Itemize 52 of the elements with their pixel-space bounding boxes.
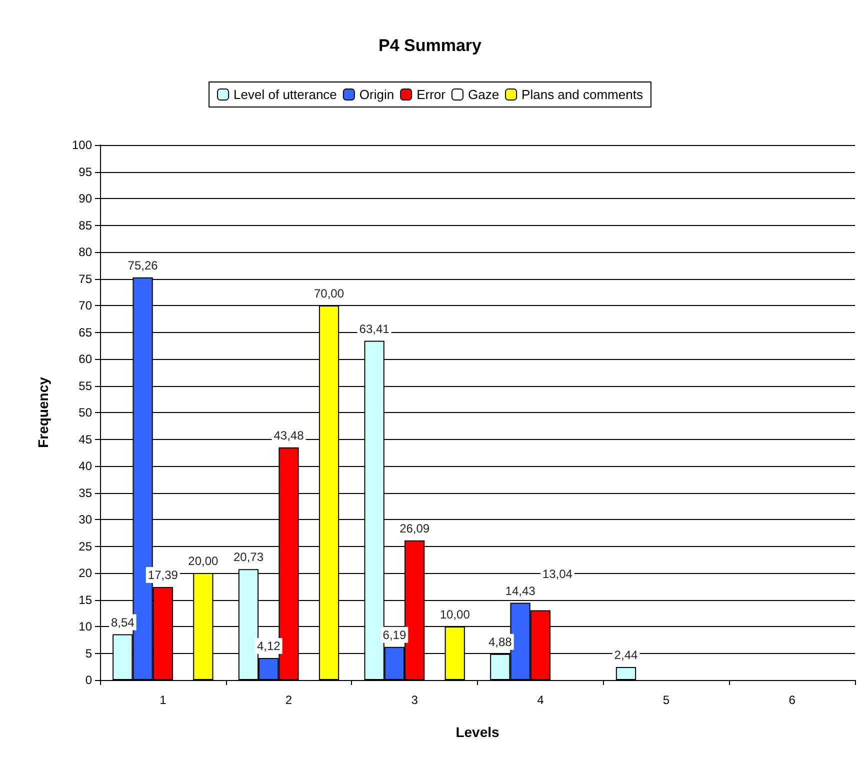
data-label: 63,41 <box>359 322 390 336</box>
y-tick-label: 80 <box>78 245 92 259</box>
data-label: 4,12 <box>256 638 281 653</box>
data-label: 20,00 <box>188 554 219 568</box>
y-tick-label: 30 <box>78 512 92 526</box>
data-label: 8,54 <box>110 615 135 630</box>
y-tick-label: 0 <box>85 673 92 687</box>
y-tick-label: 15 <box>78 592 92 607</box>
x-axis-title: Levels <box>456 724 500 740</box>
y-tick-label: 85 <box>78 218 92 232</box>
chart-title: P4 Summary <box>378 36 482 55</box>
data-label: 70,00 <box>314 286 344 300</box>
y-tick-label: 60 <box>78 352 92 366</box>
x-tick-label: 2 <box>285 693 292 707</box>
data-label: 2,44 <box>614 648 638 662</box>
legend-label: Gaze <box>468 87 500 102</box>
data-label: 26,09 <box>400 521 430 536</box>
y-tick-label: 90 <box>78 192 92 206</box>
legend-label: Level of utterance <box>234 87 337 102</box>
data-label: 17,39 <box>148 568 178 582</box>
y-tick-label: 45 <box>78 432 92 446</box>
data-label: 10,00 <box>440 608 470 622</box>
y-tick-label: 95 <box>78 164 92 179</box>
y-tick-label: 70 <box>78 298 92 312</box>
y-tick-label: 5 <box>85 646 92 660</box>
y-tick-label: 10 <box>78 620 92 634</box>
data-label: 4,88 <box>488 634 512 649</box>
y-tick-label: 50 <box>78 406 92 420</box>
y-tick-label: 20 <box>78 566 92 580</box>
y-tick-label: 35 <box>78 486 92 500</box>
legend-label: Error <box>416 87 446 102</box>
x-tick-label: 4 <box>537 693 544 707</box>
data-label: 6,19 <box>382 628 406 642</box>
data-label: 43,48 <box>274 428 304 442</box>
y-axis-title: Frequency <box>35 376 51 448</box>
data-label: 20,73 <box>233 550 264 564</box>
bar <box>616 666 636 680</box>
y-tick-label: 25 <box>78 539 92 554</box>
y-tick-label: 65 <box>78 325 92 340</box>
y-tick-label: 75 <box>78 272 92 286</box>
y-tick-label: 40 <box>78 459 92 473</box>
legend-label: Plans and comments <box>522 87 644 102</box>
data-label: 14,43 <box>505 584 536 598</box>
x-tick-label: 3 <box>411 693 418 707</box>
data-label: 13,04 <box>542 566 573 581</box>
y-tick-label: 55 <box>78 378 92 393</box>
y-tick-label: 100 <box>72 138 92 152</box>
x-tick-label: 6 <box>788 693 796 707</box>
legend-label: Origin <box>359 87 394 102</box>
x-tick-label: 1 <box>160 693 167 707</box>
x-tick-label: 5 <box>662 693 670 707</box>
data-label: 75,26 <box>128 258 158 272</box>
